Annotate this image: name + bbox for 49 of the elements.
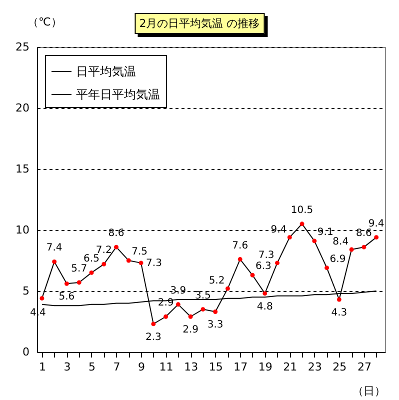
data-label: 5.2	[208, 276, 225, 287]
y-tick-label: 20	[16, 102, 30, 114]
x-tick-label: 3	[64, 360, 71, 374]
data-label: 4.3	[331, 308, 348, 319]
y-tick-label: 5	[22, 284, 30, 298]
data-label: 10.5	[290, 204, 314, 216]
data-label: 9.4	[368, 218, 384, 230]
x-tick-label: 21	[283, 360, 298, 374]
x-tick-label: 9	[138, 360, 146, 374]
x-tick-label: 17	[234, 360, 248, 374]
legend-label: 日平均気温	[76, 64, 136, 78]
y-axis-title: （℃）	[28, 16, 62, 28]
x-tick-label: 7	[113, 360, 120, 374]
legend-label: 平年日平均気温	[76, 88, 160, 102]
data-label: 8.6	[108, 228, 124, 240]
data-label: 3.9	[170, 285, 186, 296]
x-tick-label: 1	[38, 360, 46, 374]
data-label: 6.9	[330, 254, 346, 265]
data-label: 4.8	[256, 301, 273, 312]
data-label: 6.5	[84, 254, 100, 265]
x-tick-label: 5	[88, 360, 96, 374]
data-label: 9.1	[317, 226, 334, 238]
x-axis-title: （日）	[352, 384, 386, 398]
data-label: 5.6	[58, 292, 75, 303]
data-label: 7.6	[232, 240, 248, 252]
x-tick-label: 15	[208, 360, 223, 374]
data-label: 7.5	[132, 246, 148, 258]
y-tick-label: 25	[16, 40, 30, 54]
y-tick-label: 15	[16, 162, 30, 176]
x-tick-label: 11	[159, 360, 174, 374]
x-tick-label: 23	[308, 360, 322, 374]
x-tick-label: 13	[184, 360, 198, 374]
data-label: 7.2	[96, 245, 112, 256]
x-tick-label: 27	[357, 360, 372, 374]
data-label: 7.4	[46, 242, 62, 254]
data-label: 7.3	[146, 258, 162, 269]
y-tick-label: 10	[16, 224, 30, 236]
x-tick-label: 25	[332, 360, 347, 374]
data-label: 8.6	[356, 228, 372, 240]
data-label: 2.3	[145, 332, 162, 343]
data-label: 5.7	[71, 263, 88, 274]
data-label: 7.3	[258, 250, 274, 261]
data-label: 3.3	[207, 320, 224, 331]
x-tick-label: 19	[258, 360, 272, 374]
data-label: 6.3	[255, 261, 272, 272]
data-label: 8.4	[332, 236, 349, 248]
chart-title: 2月の日平均気温 の推移	[134, 13, 265, 34]
data-label: 2.9	[182, 324, 199, 336]
y-tick-label: 0	[22, 346, 30, 358]
